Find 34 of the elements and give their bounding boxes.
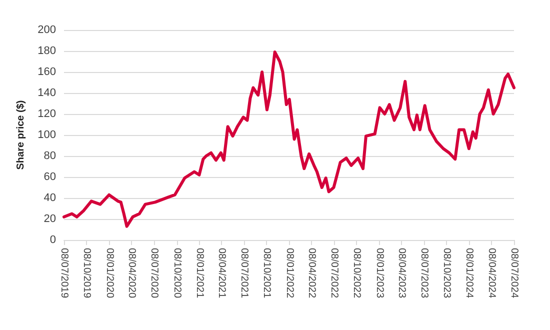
y-axis-title: Share price ($) [16, 100, 26, 170]
x-tick-label: 08/04/2022 [306, 248, 318, 298]
y-tick-label: 200 [38, 24, 56, 36]
x-tick-label: 08/04/2020 [126, 248, 138, 298]
y-tick-label: 80 [44, 150, 56, 162]
y-tick-label: 180 [38, 45, 56, 57]
x-tick-label: 08/01/2021 [194, 248, 205, 298]
x-tick-label: 08/10/2021 [261, 248, 272, 298]
line-series [62, 50, 516, 228]
x-tick-label: 08/01/2024 [464, 248, 475, 298]
x-tick-label: 08/07/2020 [148, 248, 160, 298]
y-tick-label: 60 [44, 171, 56, 183]
x-tick-label: 08/04/2021 [216, 248, 228, 298]
x-tick-label: 08/07/2019 [58, 248, 70, 298]
x-tick-label: 08/01/2020 [104, 248, 115, 298]
x-tick-label: 08/07/2023 [418, 248, 430, 298]
y-tick-label: 160 [38, 66, 56, 78]
x-tick-label: 08/10/2023 [441, 248, 452, 298]
y-tick-label: 0 [50, 234, 56, 246]
x-tick-label: 08/07/2024 [508, 248, 520, 298]
y-tick-label: 100 [38, 129, 56, 141]
x-tick-label: 08/10/2022 [351, 248, 362, 298]
x-tick-label: 08/04/2023 [396, 248, 407, 298]
x-tick-label: 08/07/2022 [328, 248, 340, 298]
y-tick-label: 120 [38, 108, 56, 120]
y-tick-label: 140 [38, 87, 56, 99]
y-tick-label: 20 [44, 213, 56, 225]
y-tick-label: 40 [44, 192, 56, 204]
x-tick-label: 08/10/2020 [171, 248, 182, 298]
x-tick-label: 08/07/2021 [238, 248, 250, 298]
x-tick-label: 08/01/2023 [374, 248, 385, 298]
x-tick-label: 08/04/2024 [486, 248, 498, 298]
x-tick-label: 08/10/2019 [81, 248, 92, 298]
x-tick-label: 08/01/2022 [284, 248, 295, 298]
